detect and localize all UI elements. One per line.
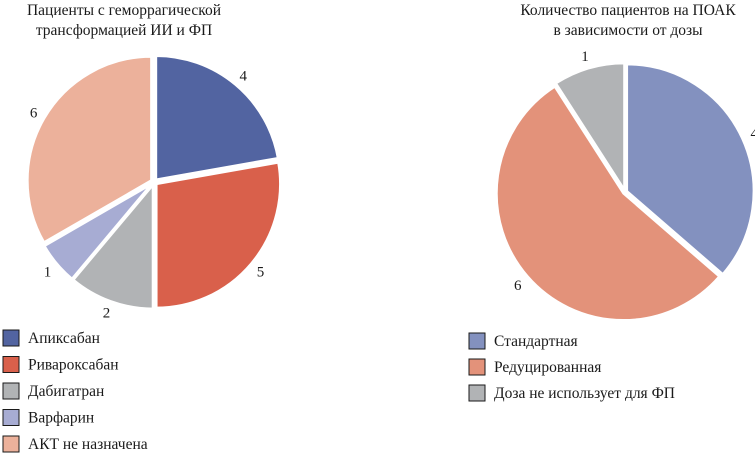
- chart1-slice-1: [154, 54, 280, 182]
- chart1-slice-2: [155, 160, 282, 310]
- chart2-legend-swatch-3: [468, 384, 486, 402]
- chart1-legend-label-4: Варфарин: [28, 410, 94, 427]
- chart1-legend-swatch-5: [2, 435, 20, 453]
- chart1-legend-label-2: Ривароксабан: [28, 357, 119, 374]
- chart1-legend-label-5: АКТ не назначена: [28, 436, 148, 453]
- chart2-slice-1: [625, 62, 755, 277]
- chart2-title-line1: Количество пациентов на ПОАК: [520, 2, 736, 19]
- chart1-legend-swatch-1: [2, 329, 20, 347]
- chart1-legend-label-3: Дабигатран: [28, 383, 104, 400]
- chart2-data-label-2: 6: [514, 278, 522, 294]
- chart1-slice-5: [26, 55, 153, 245]
- legends-layer: Апиксабан Ривароксабан Дабигатран Варфарин А…: [2, 329, 675, 453]
- chart2-legend-swatch-2: [468, 358, 486, 376]
- chart2-slice-2: [495, 84, 722, 322]
- chart1-legend-swatch-4: [2, 409, 20, 426]
- chart1-data-label-4: 1: [44, 264, 52, 280]
- chart1-legend-swatch-2: [2, 356, 20, 373]
- chart1-slice-4: [42, 182, 153, 281]
- chart1-title-line1: Пациенты с геморрагической: [27, 2, 221, 19]
- chart2-legend-label-3: Доза не использует для ФП: [494, 385, 675, 402]
- chart1-data-label-5: 6: [30, 106, 38, 122]
- chart1-data-label-2: 5: [257, 264, 265, 280]
- chart2-legend-label-1: Стандартная: [494, 333, 578, 350]
- chart1-legend-swatch-3: [2, 382, 20, 400]
- pies-layer: 4 5 2 1 6 4 6 1: [26, 49, 755, 322]
- chart2-legend-swatch-1: [468, 332, 486, 350]
- chart2-data-label-3: 1: [581, 49, 589, 65]
- chart2-data-label-1: 4: [750, 126, 755, 142]
- chart1-data-label-1: 4: [240, 69, 248, 85]
- chart2-title-line2: в зависимости от дозы: [553, 22, 703, 39]
- chart1-slice-3: [71, 181, 155, 311]
- chart1-data-label-3: 2: [103, 306, 111, 322]
- chart2-slice-3: [554, 61, 626, 195]
- chart2-legend-label-2: Редуцированная: [494, 359, 601, 376]
- chart1-legend-label-1: Апиксабан: [28, 330, 100, 347]
- chart1-title-line2: трансформацией ИИ и ФП: [36, 22, 212, 39]
